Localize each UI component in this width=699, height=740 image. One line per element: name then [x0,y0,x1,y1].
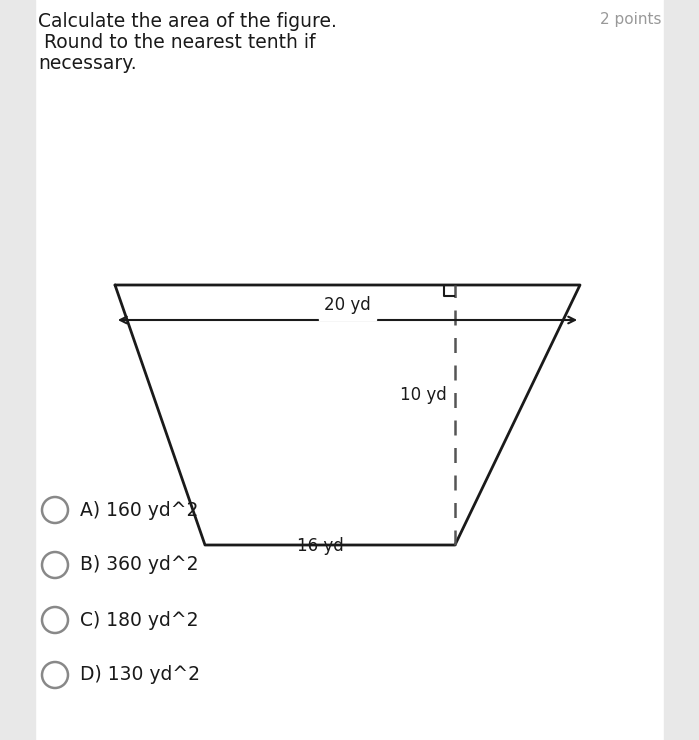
Text: C) 180 yd^2: C) 180 yd^2 [80,610,199,630]
Text: 2 points: 2 points [600,12,662,27]
Text: Calculate the area of the figure.: Calculate the area of the figure. [38,12,337,31]
Text: D) 130 yd^2: D) 130 yd^2 [80,665,200,684]
Text: A) 160 yd^2: A) 160 yd^2 [80,500,199,519]
Text: Round to the nearest tenth if: Round to the nearest tenth if [38,33,315,52]
Text: 20 yd: 20 yd [324,296,371,314]
Text: necessary.: necessary. [38,54,136,73]
Text: 10 yd: 10 yd [401,386,447,404]
Text: B) 360 yd^2: B) 360 yd^2 [80,556,199,574]
Text: 16 yd: 16 yd [296,537,343,555]
